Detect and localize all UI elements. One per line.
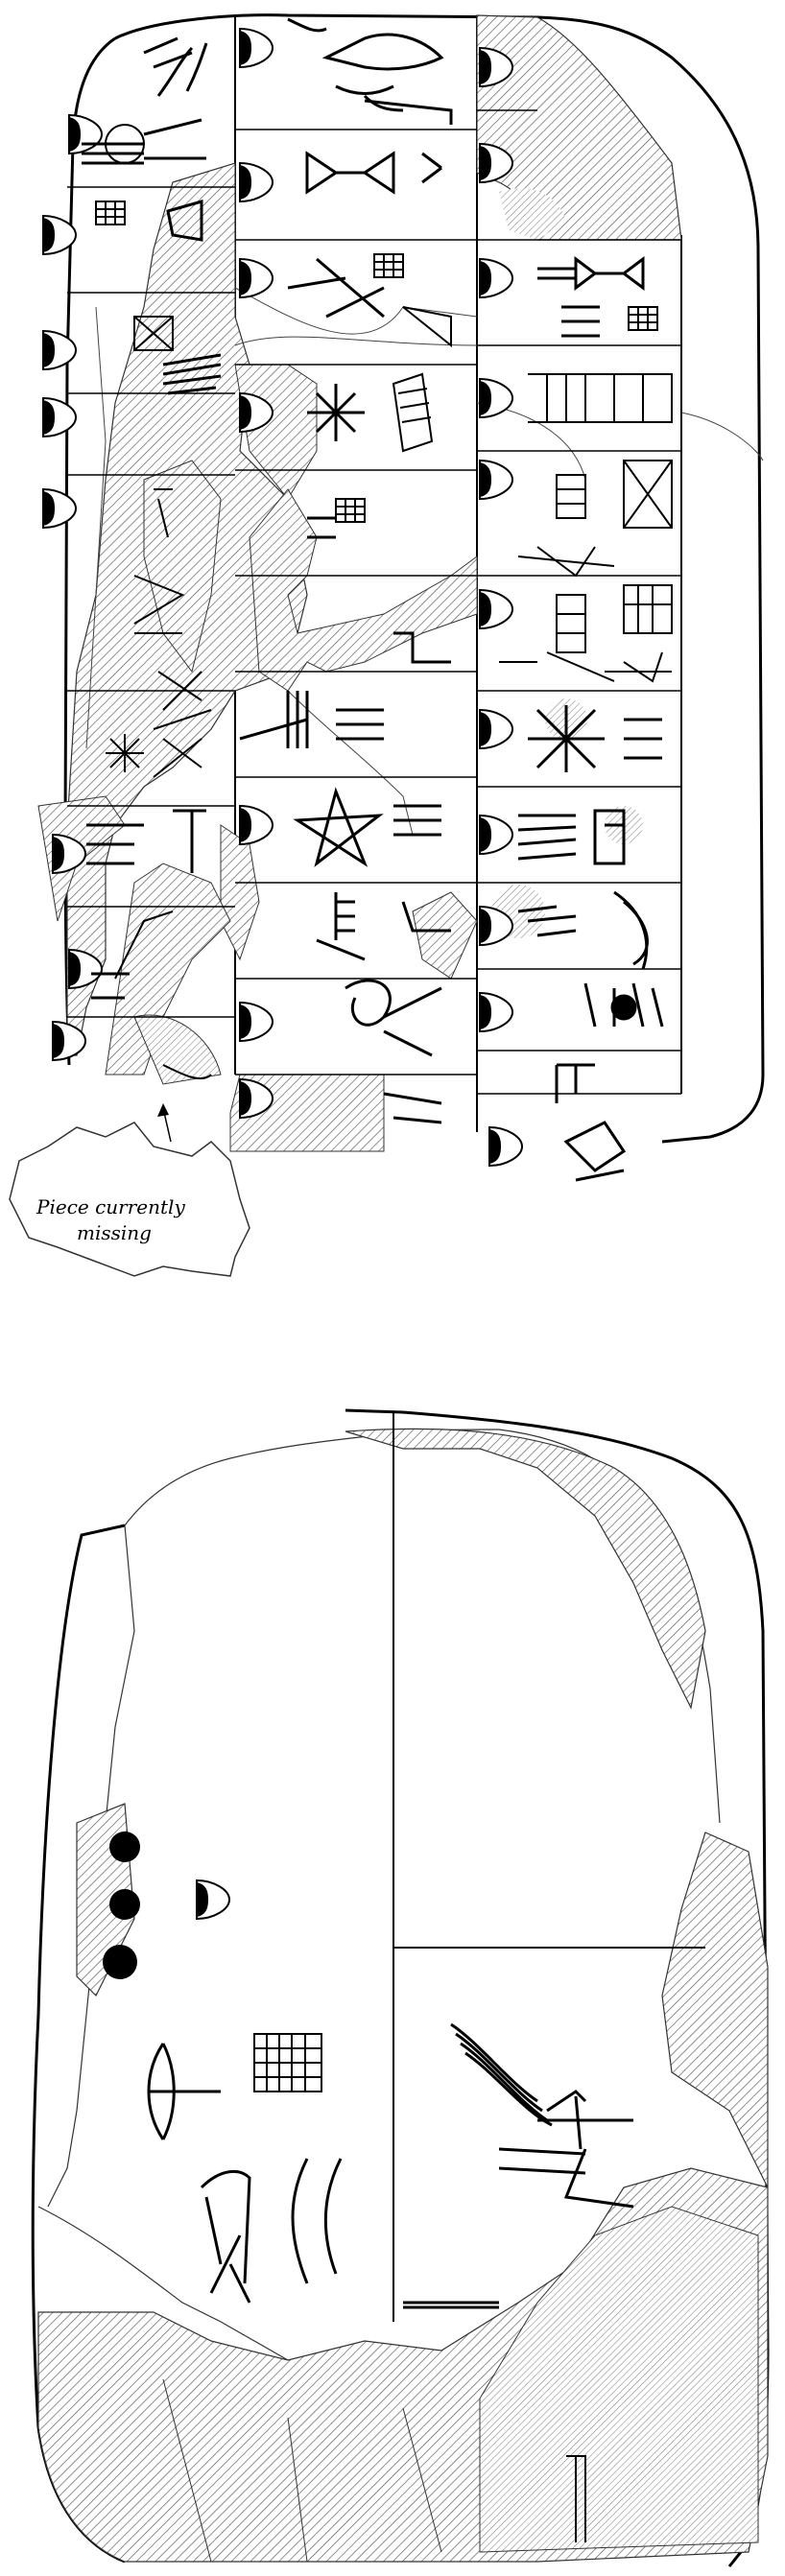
numeral-icon bbox=[68, 114, 103, 154]
numeral-icon bbox=[479, 589, 513, 629]
tablet-reverse bbox=[31, 1408, 770, 2567]
cuneiform-sign-icon bbox=[82, 17, 673, 1182]
numeral-icon bbox=[239, 1002, 274, 1042]
numeral-icon bbox=[196, 1879, 230, 1920]
numeral-icon bbox=[479, 709, 513, 749]
numeral-icon bbox=[42, 488, 77, 529]
numeral-icon bbox=[479, 460, 513, 500]
numeral-icon bbox=[239, 258, 274, 298]
numeral-icon bbox=[239, 805, 274, 845]
annotation-line-1: Piece currently bbox=[36, 1195, 185, 1218]
numeral-icon bbox=[42, 397, 77, 437]
cuneiform-sign-icon bbox=[147, 2022, 634, 2542]
numeral-icon bbox=[103, 1945, 137, 1979]
arrow-icon bbox=[157, 1103, 172, 1143]
numeral-icon bbox=[109, 1832, 140, 1862]
damage-area bbox=[412, 891, 478, 980]
numeral-icon bbox=[479, 992, 513, 1032]
damage-area bbox=[133, 1014, 222, 1085]
numeral-icon bbox=[479, 815, 513, 855]
tablet-obverse: Piece currently missing bbox=[9, 13, 765, 1277]
numeral-icon bbox=[239, 162, 274, 202]
annotation-line-2: missing bbox=[77, 1221, 152, 1244]
numeral-icon bbox=[239, 28, 274, 68]
numeral-icon bbox=[479, 258, 513, 298]
missing-piece-annotation: Piece currently missing bbox=[9, 1122, 250, 1277]
numeral-icon bbox=[488, 1126, 523, 1167]
numeral-icon bbox=[479, 378, 513, 418]
damage-area bbox=[143, 460, 222, 674]
numeral-icon bbox=[109, 1889, 140, 1920]
numeral-icon bbox=[42, 330, 77, 370]
